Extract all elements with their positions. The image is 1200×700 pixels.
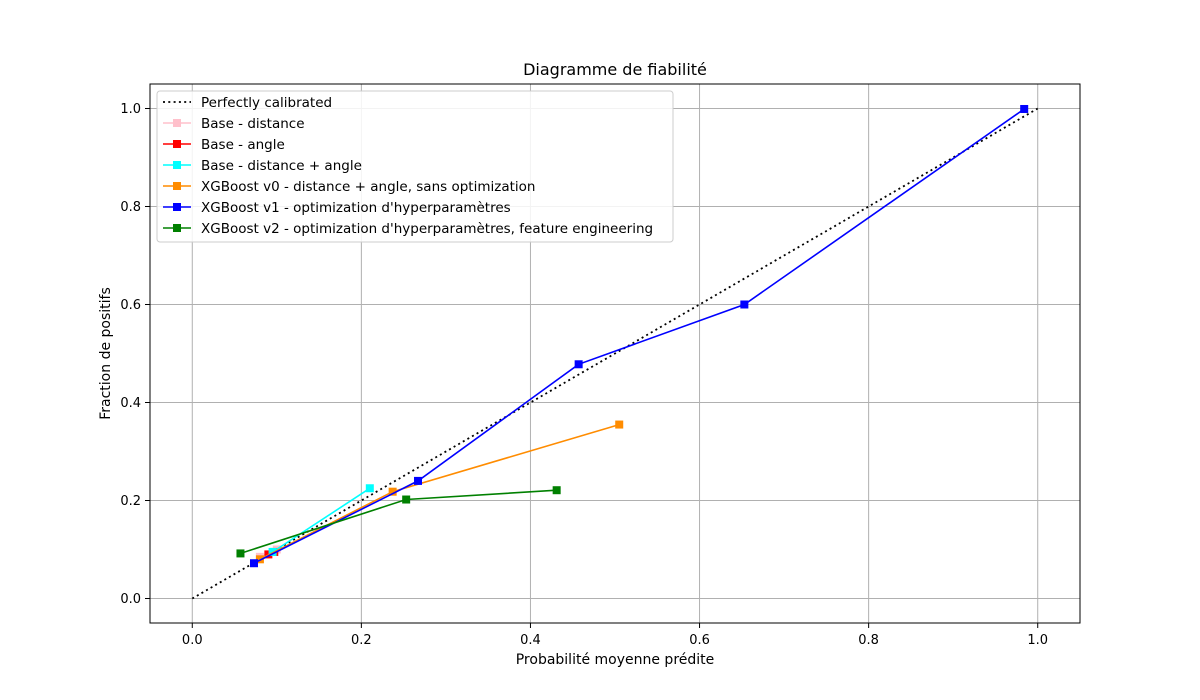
y-tick-label: 1.0: [120, 102, 141, 117]
legend-label: Base - angle: [201, 137, 285, 153]
data-point: [552, 486, 561, 495]
legend-label: Perfectly calibrated: [201, 95, 332, 111]
legend-item: Perfectly calibrated: [163, 95, 332, 111]
series-0: [191, 107, 1039, 600]
chart-title: Diagramme de fiabilité: [523, 60, 707, 79]
x-axis-label: Probabilité moyenne prédite: [516, 652, 715, 668]
series-line: [272, 487, 371, 553]
data-point: [615, 420, 624, 429]
legend-label: XGBoost v1 - optimization d'hyperparamèt…: [201, 200, 511, 216]
x-tick-label: 0.0: [182, 633, 203, 648]
data-point: [365, 484, 374, 493]
legend-label: Base - distance + angle: [201, 158, 362, 174]
legend-item: Base - distance: [163, 116, 305, 132]
x-tick-label: 0.6: [689, 633, 710, 648]
y-tick-label: 0.4: [120, 396, 141, 411]
x-tick-label: 0.8: [858, 633, 879, 648]
series-5: [249, 104, 1029, 568]
legend-box: [156, 90, 674, 243]
legend: Perfectly calibrated Base - distance Base …: [156, 90, 674, 243]
data-point: [249, 559, 258, 568]
legend-marker: [173, 140, 181, 148]
data-point: [740, 300, 749, 309]
data-point: [255, 555, 264, 564]
legend-label: Base - distance: [201, 116, 305, 132]
legend-marker: [173, 119, 181, 127]
legend-marker: [173, 224, 181, 232]
legend-item: XGBoost v0 - distance + angle, sans opti…: [163, 179, 535, 195]
series-6: [236, 486, 561, 558]
y-axis-label: Fraction de positifs: [98, 287, 114, 420]
series-line: [191, 107, 1039, 600]
series-group: [191, 104, 1039, 600]
data-point: [236, 549, 245, 558]
legend-marker: [173, 182, 181, 190]
data-point: [1020, 104, 1029, 113]
data-point: [388, 487, 397, 496]
y-tick-label: 0.2: [120, 494, 141, 509]
legend-item: XGBoost v1 - optimization d'hyperparamèt…: [163, 200, 511, 216]
series-4: [255, 420, 624, 564]
x-tick-label: 1.0: [1027, 633, 1048, 648]
data-point: [402, 495, 411, 504]
y-tick-label: 0.6: [120, 298, 141, 313]
legend-marker: [173, 161, 181, 169]
legend-item: Base - distance + angle: [163, 158, 362, 174]
x-tick-label: 0.2: [351, 633, 372, 648]
ticks: 0.0 0.2 0.4 0.6 0.8 1.0 0.0 0.2 0.4 0.6 0.8 1.0: [120, 102, 1048, 648]
legend-marker: [173, 203, 181, 211]
legend-item: Base - angle: [163, 137, 285, 153]
y-tick-label: 0.0: [120, 592, 141, 607]
data-point: [574, 360, 583, 369]
x-tick-label: 0.4: [520, 633, 541, 648]
plot-frame: [149, 83, 1081, 624]
data-point: [414, 476, 423, 485]
legend-label: XGBoost v2 - optimization d'hyperparamèt…: [201, 221, 653, 237]
legend-item: XGBoost v2 - optimization d'hyperparamèt…: [163, 221, 653, 237]
y-tick-label: 0.8: [120, 200, 141, 215]
legend-label: XGBoost v0 - distance + angle, sans opti…: [201, 179, 535, 195]
